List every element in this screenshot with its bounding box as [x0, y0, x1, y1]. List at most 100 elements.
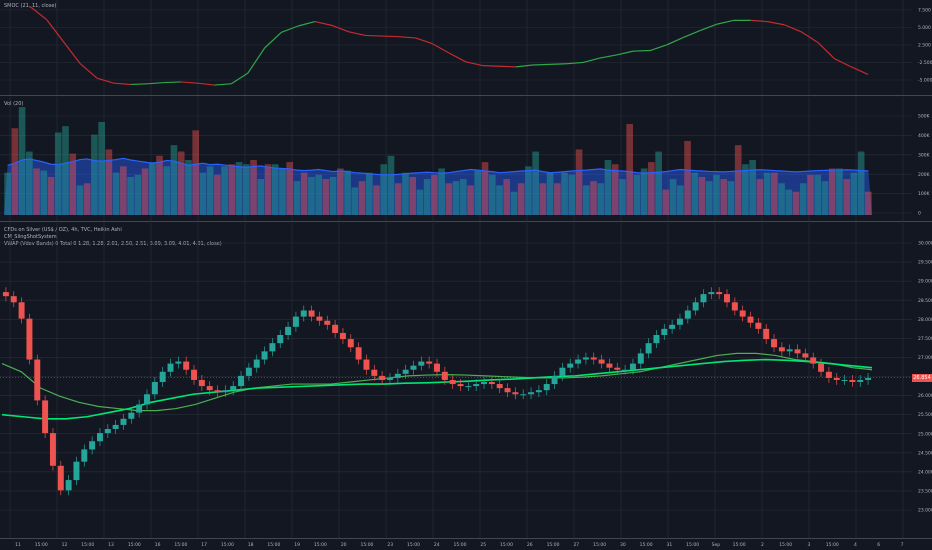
candle-body: [379, 375, 386, 380]
time-axis[interactable]: 11 15:00 12 15:00 13 15:00 16 15:00 17 15:00 18 15:…: [0, 538, 932, 550]
smoc-line-segment: [800, 31, 819, 43]
volume-bar: [821, 181, 829, 215]
smoc-pane[interactable]: SMOC (21, 11, close) 7.500 5.000 2.500 -2.5…: [0, 0, 932, 96]
volume-bar: [626, 124, 633, 215]
volume-bar: [474, 170, 482, 215]
time-tick-label: 19: [294, 542, 300, 548]
volume-bar: [713, 174, 720, 215]
candle-body: [473, 384, 480, 387]
candle-body: [214, 390, 221, 393]
time-tick-label: 15:00: [35, 542, 48, 548]
time-tick-label: 18: [248, 542, 254, 548]
volume-bar: [749, 160, 756, 215]
price-tick-label: 24.000: [918, 469, 932, 475]
volume-bar: [134, 174, 142, 215]
candle-body: [167, 363, 174, 372]
price-tick-label: 29.000: [918, 279, 932, 285]
volume-bar: [727, 181, 735, 215]
price-tick-label: 25.500: [918, 412, 932, 418]
smoc-line-segment: [582, 57, 600, 64]
smoc-line-segment: [247, 47, 266, 74]
price-legend-indicator-2: VWAP (Vdev Bands) 0 Total 0 1.28, 1.28, …: [4, 241, 222, 247]
candle-body: [724, 294, 730, 303]
time-tick-label: Sep: [712, 542, 721, 548]
candle-body: [371, 369, 378, 376]
smoc-line-segment: [113, 82, 131, 86]
volume-bar: [271, 164, 279, 215]
candle-body: [183, 361, 190, 370]
volume-bar: [467, 185, 474, 215]
candle-body: [230, 386, 237, 391]
candle-body: [418, 361, 425, 366]
volume-bar: [648, 162, 655, 215]
volume-bar: [460, 179, 467, 215]
time-tick-label: 27: [573, 542, 579, 548]
candle-body: [410, 365, 417, 370]
price-tick-label: 30.000: [918, 241, 932, 247]
volume-bar: [843, 179, 850, 215]
volume-bar: [503, 179, 511, 215]
smoc-line-segment: [633, 49, 651, 52]
volume-bar: [778, 183, 785, 215]
candle-body: [81, 449, 88, 462]
candle-body: [191, 369, 198, 380]
volume-tick-label: 100K: [918, 191, 931, 197]
candle-body: [434, 363, 440, 372]
time-tick-label: 15:00: [221, 542, 234, 548]
smoc-line-segment: [29, 6, 48, 21]
volume-plot[interactable]: 500K 400K 300K 200K 100K 0: [0, 97, 932, 222]
price-pane[interactable]: CFDs on Silver (US$ / OZ), 4h, TVC, Heik…: [0, 223, 932, 538]
candle-body: [18, 302, 25, 319]
smoc-plot[interactable]: 7.500 5.000 2.500 -2.500 -5.000: [0, 0, 932, 96]
volume-bar: [365, 172, 373, 215]
volume-bar: [235, 162, 243, 215]
volume-pane[interactable]: Vol (20) 500K 400K 300K 200K 100K 0: [0, 97, 932, 222]
volume-bar: [698, 176, 706, 215]
candle-body: [520, 394, 527, 396]
volume-bar: [561, 172, 568, 215]
candle-body: [402, 369, 409, 374]
candle-body: [622, 369, 629, 371]
smoc-line-segment: [180, 81, 198, 84]
volume-bar: [532, 151, 539, 215]
time-tick-label: 15:00: [640, 542, 653, 548]
smoc-label: SMOC (21, 11, close): [4, 3, 57, 9]
candle-body: [614, 367, 621, 370]
volume-bar: [192, 130, 199, 215]
smoc-line-segment: [850, 66, 869, 75]
candle-body: [661, 328, 668, 335]
volume-bar: [351, 187, 359, 215]
price-plot[interactable]: 30.000 29.500 29.000 28.500 28.000 27.500 27.0…: [0, 223, 932, 538]
price-tick-label: 26.000: [918, 393, 932, 399]
candle-body: [747, 316, 754, 323]
smoc-line-segment: [381, 35, 399, 38]
candle-body: [481, 382, 488, 385]
volume-bar: [416, 189, 424, 215]
volume-bar: [445, 183, 453, 215]
price-legend-title: CFDs on Silver (US$ / OZ), 4h, TVC, Heik…: [4, 227, 122, 233]
smoc-line-segment: [666, 36, 684, 46]
volume-bar: [452, 181, 460, 215]
volume-bar: [387, 155, 395, 215]
candle-body: [10, 296, 17, 303]
candle-body: [567, 363, 574, 368]
smoc-line-segment: [834, 58, 852, 68]
smoc-line-segment: [532, 63, 550, 66]
candle-body: [42, 400, 49, 434]
price-tick-label: 27.500: [918, 336, 932, 342]
candle-body: [559, 367, 566, 376]
time-tick-label: 11: [15, 542, 21, 548]
volume-bar: [402, 172, 409, 215]
volume-bar: [380, 164, 388, 215]
volume-bar: [554, 183, 561, 215]
volume-bar: [619, 179, 626, 215]
time-tick-label: 15:00: [547, 542, 560, 548]
price-tick-label: 28.000: [918, 317, 932, 323]
volume-bar: [221, 166, 228, 215]
smoc-line-segment: [63, 41, 81, 65]
volume-bar: [684, 140, 691, 215]
volume-bar: [742, 164, 749, 215]
volume-bar: [799, 183, 807, 215]
time-tick-label: 15:00: [733, 542, 746, 548]
volume-bar: [279, 168, 286, 215]
